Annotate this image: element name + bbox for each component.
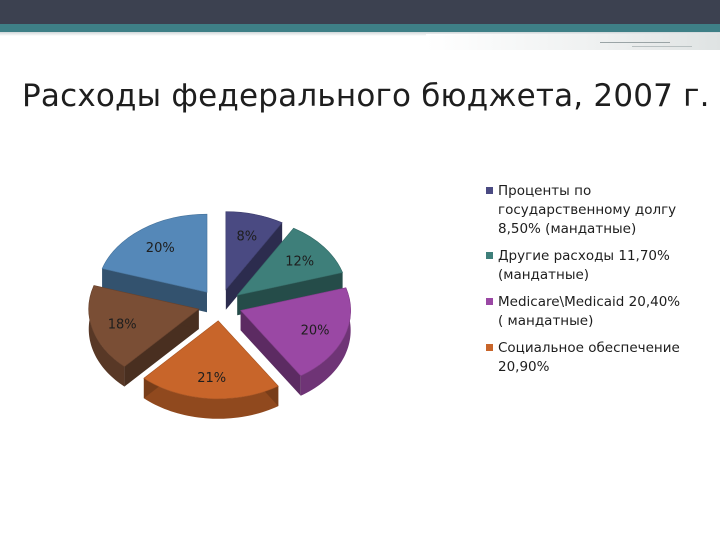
- pie-slice-2: [236, 227, 343, 316]
- chart-legend: Проценты по государственному долгу 8,50%…: [486, 182, 686, 385]
- pie-data-label: 20%: [301, 324, 330, 339]
- pie-slice-top: [240, 287, 351, 377]
- pie-slice-face: [240, 310, 301, 396]
- pie-slice-top: [101, 213, 208, 293]
- pie-slice-6: [101, 213, 208, 313]
- legend-item: Проценты по государственному долгу 8,50%…: [486, 182, 686, 239]
- top-accent-stripe: [0, 24, 720, 32]
- pie-data-label: 20%: [146, 241, 175, 256]
- pie-data-label: 18%: [108, 318, 137, 333]
- pie-data-label: 21%: [197, 371, 226, 386]
- pie-slice-face: [124, 309, 199, 387]
- pie-slice-face: [102, 268, 208, 313]
- legend-swatch: [486, 252, 493, 259]
- legend-label: Проценты по государственному долгу 8,50%…: [498, 183, 677, 237]
- pie-slice-3: [240, 287, 351, 396]
- top-banner: [0, 0, 720, 24]
- pie-slice-face: [237, 272, 343, 316]
- pie-slice-5: [88, 285, 200, 387]
- slide-title: Расходы федерального бюджета, 2007 г.: [22, 78, 710, 114]
- pie-slice-side: [143, 378, 279, 419]
- legend-item: Medicare\Medicaid 20,40% ( мандатные): [486, 293, 686, 331]
- legend-swatch: [486, 187, 493, 194]
- pie-slice-side: [300, 287, 351, 396]
- pie-slice-4: [143, 320, 279, 419]
- pie-data-label: 8%: [237, 230, 258, 245]
- legend-swatch: [486, 344, 493, 351]
- pie-slice-1: [225, 211, 283, 310]
- pie-slice-side: [88, 285, 125, 387]
- pie-slice-top: [88, 285, 200, 367]
- pie-chart: 8% 12% 20% 21% 18% 20%: [88, 211, 351, 419]
- decorative-line: [600, 42, 670, 43]
- legend-label: Medicare\Medicaid 20,40% ( мандатные): [498, 294, 681, 329]
- legend-item: Другие расходы 11,70% (мандатные): [486, 247, 686, 285]
- pie-slice-top: [143, 320, 279, 400]
- top-shadow: [0, 32, 720, 36]
- pie-slice-top: [236, 227, 343, 296]
- decorative-bar: [426, 34, 720, 50]
- pie-slice-top: [225, 211, 283, 291]
- pie-slice-face: [225, 222, 283, 310]
- pie-data-label: 12%: [285, 255, 314, 270]
- legend-label: Другие расходы 11,70% (мандатные): [498, 248, 670, 283]
- decorative-line: [632, 46, 692, 47]
- legend-item: Социальное обеспечение 20,90%: [486, 339, 686, 377]
- legend-swatch: [486, 298, 493, 305]
- legend-label: Социальное обеспечение 20,90%: [498, 340, 680, 375]
